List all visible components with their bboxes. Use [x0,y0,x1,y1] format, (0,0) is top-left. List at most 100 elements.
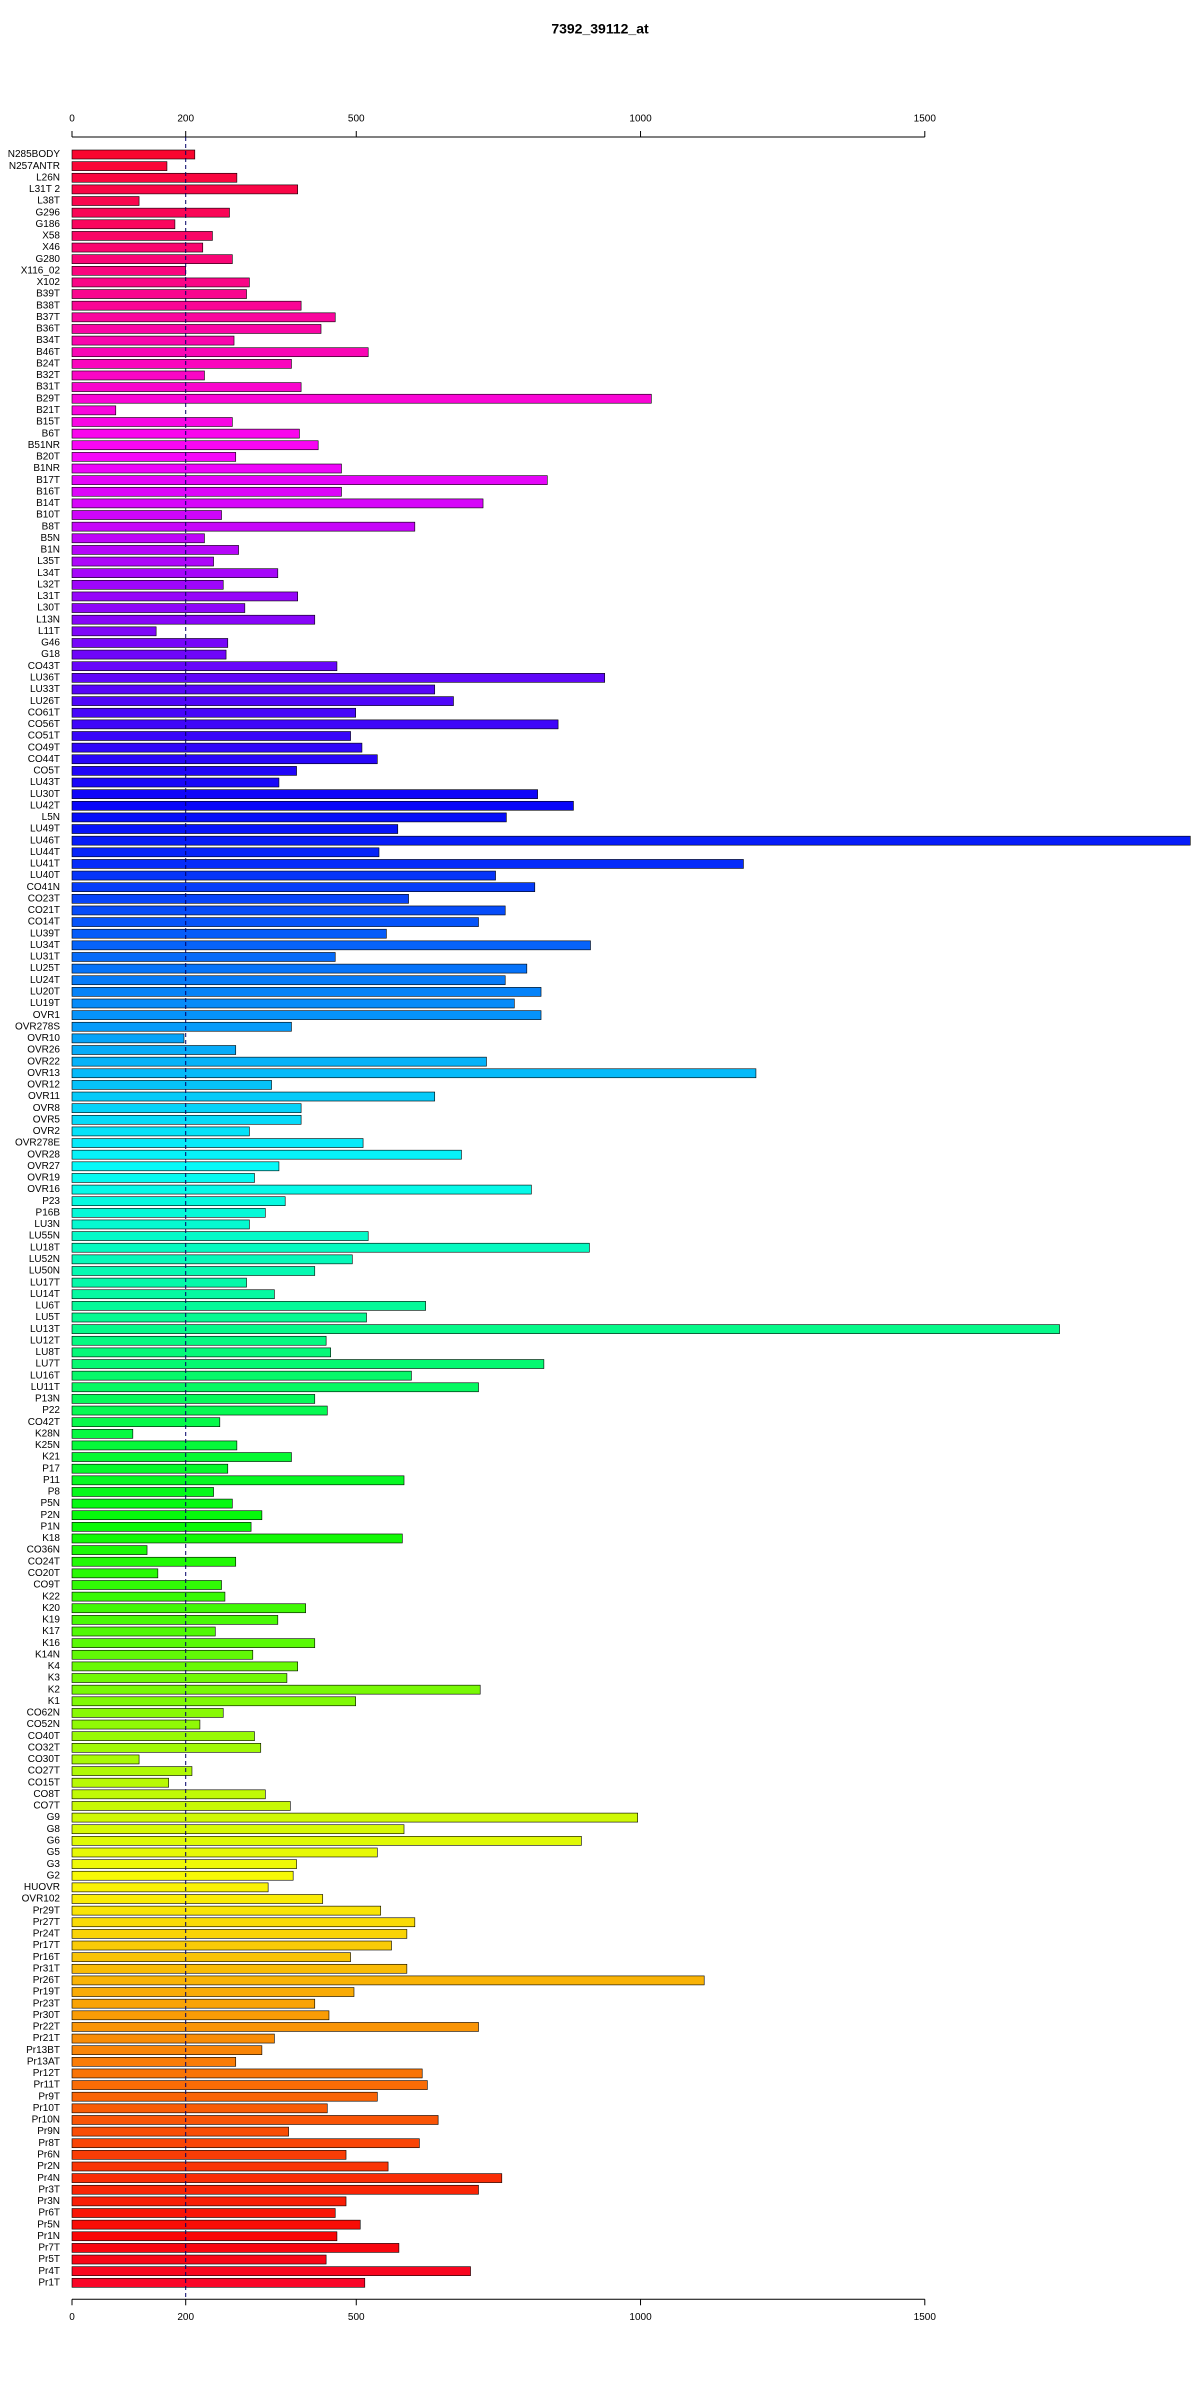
category-label: Pr5T [38,2254,60,2265]
category-label: LU50N [29,1266,60,1277]
category-label: LU55N [29,1231,60,1242]
category-label: Pr8T [38,2138,60,2149]
category-label: L26N [36,172,60,183]
category-label: B29T [36,393,60,404]
bar [71,1940,392,1951]
category-label: OVR13 [27,1068,60,1079]
category-label: LU36T [30,672,60,683]
category-label: K18 [42,1533,60,1544]
bar [71,1242,590,1253]
bar [71,231,213,241]
category-label: OVR12 [27,1080,60,1091]
bar [71,928,387,939]
bar [71,2103,328,2114]
bar [71,1231,369,1241]
bar [71,1068,757,1079]
bar [71,812,507,823]
bar [71,475,548,485]
category-label: Pr4N [37,2173,60,2184]
bar [71,707,356,718]
bar [71,1591,226,1602]
bar [71,370,205,381]
bar [71,1173,255,1183]
category-label: N285BODY [8,149,61,160]
category-label: CO14T [28,917,60,928]
bar [71,1684,481,1695]
bar [71,626,157,637]
category-label: K14N [35,1649,60,1660]
x-tick-label: 1000 [629,114,652,125]
category-label: LU17T [30,1277,60,1288]
bar [71,742,363,753]
category-label: CO44T [28,754,60,765]
bar [71,1777,169,1788]
category-label: Pr16T [33,1952,60,1963]
bar [71,2266,471,2276]
bar [71,1963,408,1974]
bar [71,1091,436,1102]
bar [71,940,591,951]
bar [71,847,380,858]
category-label: B17T [36,475,60,486]
bar [71,1580,222,1590]
bar [71,359,292,369]
bar [71,824,399,834]
bar [71,405,117,416]
bar [71,1417,221,1427]
category-label: B37T [36,312,60,323]
bar [71,1998,316,2009]
bar [71,277,250,288]
bar [71,2010,330,2021]
bar [71,1673,288,1683]
category-label: LU6T [36,1301,60,1312]
bar [71,696,454,706]
category-label: P1N [41,1521,60,1532]
category-label: L31T 2 [29,184,60,195]
bar [71,1277,247,1288]
bar [71,533,205,544]
bar [71,417,233,427]
bar [71,1394,316,1404]
category-label: G2 [47,1870,61,1881]
bar [71,1335,327,1346]
bar [71,1138,364,1148]
category-label: Pr23T [33,1998,60,2009]
category-label: CO23T [28,893,60,904]
bar [71,440,319,451]
category-label: Pr9T [38,2091,60,2102]
category-label: OVR5 [33,1114,61,1125]
bar [71,1370,412,1381]
category-label: LU34T [30,940,60,951]
bar [71,2184,479,2195]
category-label: LU13T [30,1324,60,1335]
category-label: K1 [48,1696,61,1707]
category-label: G18 [41,649,60,660]
category-label: OVR27 [27,1161,60,1172]
category-label: CO20T [28,1568,60,1579]
category-label: CO41N [27,882,60,893]
bar [71,2080,428,2090]
bar [71,1452,292,1462]
bar [71,673,606,683]
category-label: G186 [36,219,61,230]
bar [71,1905,382,1916]
bar [71,393,652,404]
category-label: Pr3T [38,2184,60,2195]
category-label: LU52N [29,1254,60,1265]
bar [71,2196,347,2207]
bar [71,2033,275,2044]
category-label: B51NR [28,440,60,451]
bar [71,580,224,590]
category-label: CO7T [33,1801,60,1812]
category-label: OVR278S [15,1021,60,1032]
bar [71,2091,378,2102]
bar [71,1754,140,1765]
bar [71,1929,408,1939]
category-label: B21T [36,405,60,416]
category-label: OVR2 [33,1126,61,1137]
bar [71,172,238,183]
category-label: CO36N [27,1545,60,1556]
category-label: Pr30T [33,2010,60,2021]
category-label: G9 [47,1812,61,1823]
bar [71,661,338,672]
